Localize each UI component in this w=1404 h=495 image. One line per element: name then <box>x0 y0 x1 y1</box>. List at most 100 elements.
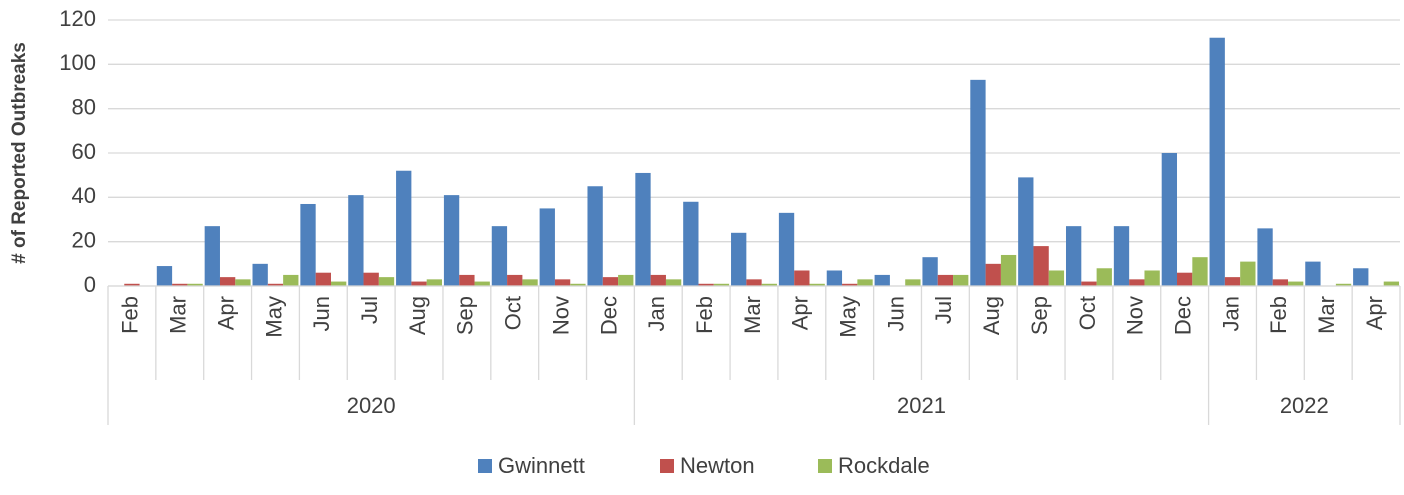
bar <box>1177 272 1193 286</box>
bar <box>874 274 890 286</box>
legend-label: Newton <box>680 453 755 478</box>
bar <box>905 279 921 286</box>
legend-label: Rockdale <box>838 453 930 478</box>
bar <box>267 283 284 286</box>
bar <box>1113 226 1130 286</box>
bar <box>778 212 795 286</box>
bar <box>300 203 316 286</box>
bar <box>1224 277 1241 286</box>
x-tick-label: May <box>261 296 286 338</box>
bar <box>378 277 395 286</box>
bar <box>1048 270 1065 286</box>
x-tick-label: Apr <box>1362 296 1387 330</box>
y-tick-label: 40 <box>72 183 96 208</box>
y-tick-label: 0 <box>84 272 96 297</box>
bar <box>204 226 220 286</box>
x-tick-label: Apr <box>213 296 238 330</box>
bar <box>635 172 651 286</box>
bar <box>618 274 634 286</box>
bar <box>713 283 730 286</box>
bar <box>1305 261 1321 286</box>
bar <box>1018 177 1034 286</box>
x-tick-label: Dec <box>596 296 621 335</box>
y-tick-label: 20 <box>72 227 96 252</box>
x-tick-label: Oct <box>1075 296 1100 330</box>
bar <box>1240 261 1256 286</box>
bar <box>794 270 810 286</box>
bar <box>219 277 236 286</box>
bar <box>1383 281 1400 286</box>
x-tick-label: Jul <box>357 296 382 324</box>
bar <box>731 232 747 286</box>
bar <box>953 274 969 286</box>
bar <box>474 281 490 286</box>
x-tick-label: Aug <box>979 296 1004 335</box>
bar <box>426 279 443 286</box>
bar <box>1272 279 1289 286</box>
x-tick-label: Feb <box>118 296 143 334</box>
bar <box>826 270 843 286</box>
bar <box>665 279 682 286</box>
bar <box>315 272 331 286</box>
x-tick-label: Mar <box>740 296 765 334</box>
bar <box>1144 270 1160 286</box>
x-tick-label: Nov <box>548 296 573 335</box>
bar <box>602 277 619 286</box>
legend-swatch <box>660 459 674 473</box>
legend-swatch <box>478 459 492 473</box>
x-tick-label: Jan <box>1218 296 1243 331</box>
bar <box>363 272 379 286</box>
x-tick-label: Mar <box>166 296 191 334</box>
bar <box>922 257 938 286</box>
bar <box>698 283 714 286</box>
bar <box>570 283 586 286</box>
x-tick-label: Feb <box>1266 296 1291 334</box>
bar <box>1192 257 1208 286</box>
x-tick-label: Sep <box>453 296 478 335</box>
bar <box>507 274 523 286</box>
bar <box>1209 37 1225 286</box>
y-tick-label: 80 <box>72 94 96 119</box>
x-tick-label: Sep <box>1027 296 1052 335</box>
bar <box>539 208 555 286</box>
bar <box>1096 268 1112 286</box>
year-label: 2021 <box>897 393 946 418</box>
bar <box>1000 254 1017 286</box>
x-tick-label: Apr <box>788 296 813 330</box>
bar <box>1161 153 1178 286</box>
bar <box>172 283 188 286</box>
x-tick-label: Nov <box>1123 296 1148 335</box>
bar <box>252 263 268 286</box>
x-tick-label: Jan <box>644 296 669 331</box>
x-tick-label: Feb <box>692 296 717 334</box>
bar <box>1065 226 1082 286</box>
bar <box>330 281 347 286</box>
bar <box>587 186 603 286</box>
bar <box>857 279 873 286</box>
x-tick-label: Aug <box>405 296 430 335</box>
x-tick-label: Jun <box>309 296 334 331</box>
bar <box>746 279 762 286</box>
bar <box>411 281 427 286</box>
x-tick-label: Mar <box>1314 296 1339 334</box>
bar <box>650 274 666 286</box>
x-tick-label: Oct <box>501 296 526 330</box>
y-tick-label: 120 <box>59 6 96 31</box>
legend-label: Gwinnett <box>498 453 585 478</box>
bar <box>683 201 699 286</box>
bar <box>985 263 1001 286</box>
bar <box>1033 246 1049 286</box>
bar <box>235 279 251 286</box>
bar <box>522 279 538 286</box>
x-tick-label: Jun <box>883 296 908 331</box>
bar <box>124 283 140 286</box>
bar <box>809 283 825 286</box>
bar <box>761 283 777 286</box>
bar <box>1288 281 1304 286</box>
x-tick-label: Jul <box>931 296 956 324</box>
bar <box>937 274 954 286</box>
x-tick-label: Dec <box>1170 296 1195 335</box>
y-tick-label: 60 <box>72 139 96 164</box>
year-label: 2022 <box>1280 393 1329 418</box>
